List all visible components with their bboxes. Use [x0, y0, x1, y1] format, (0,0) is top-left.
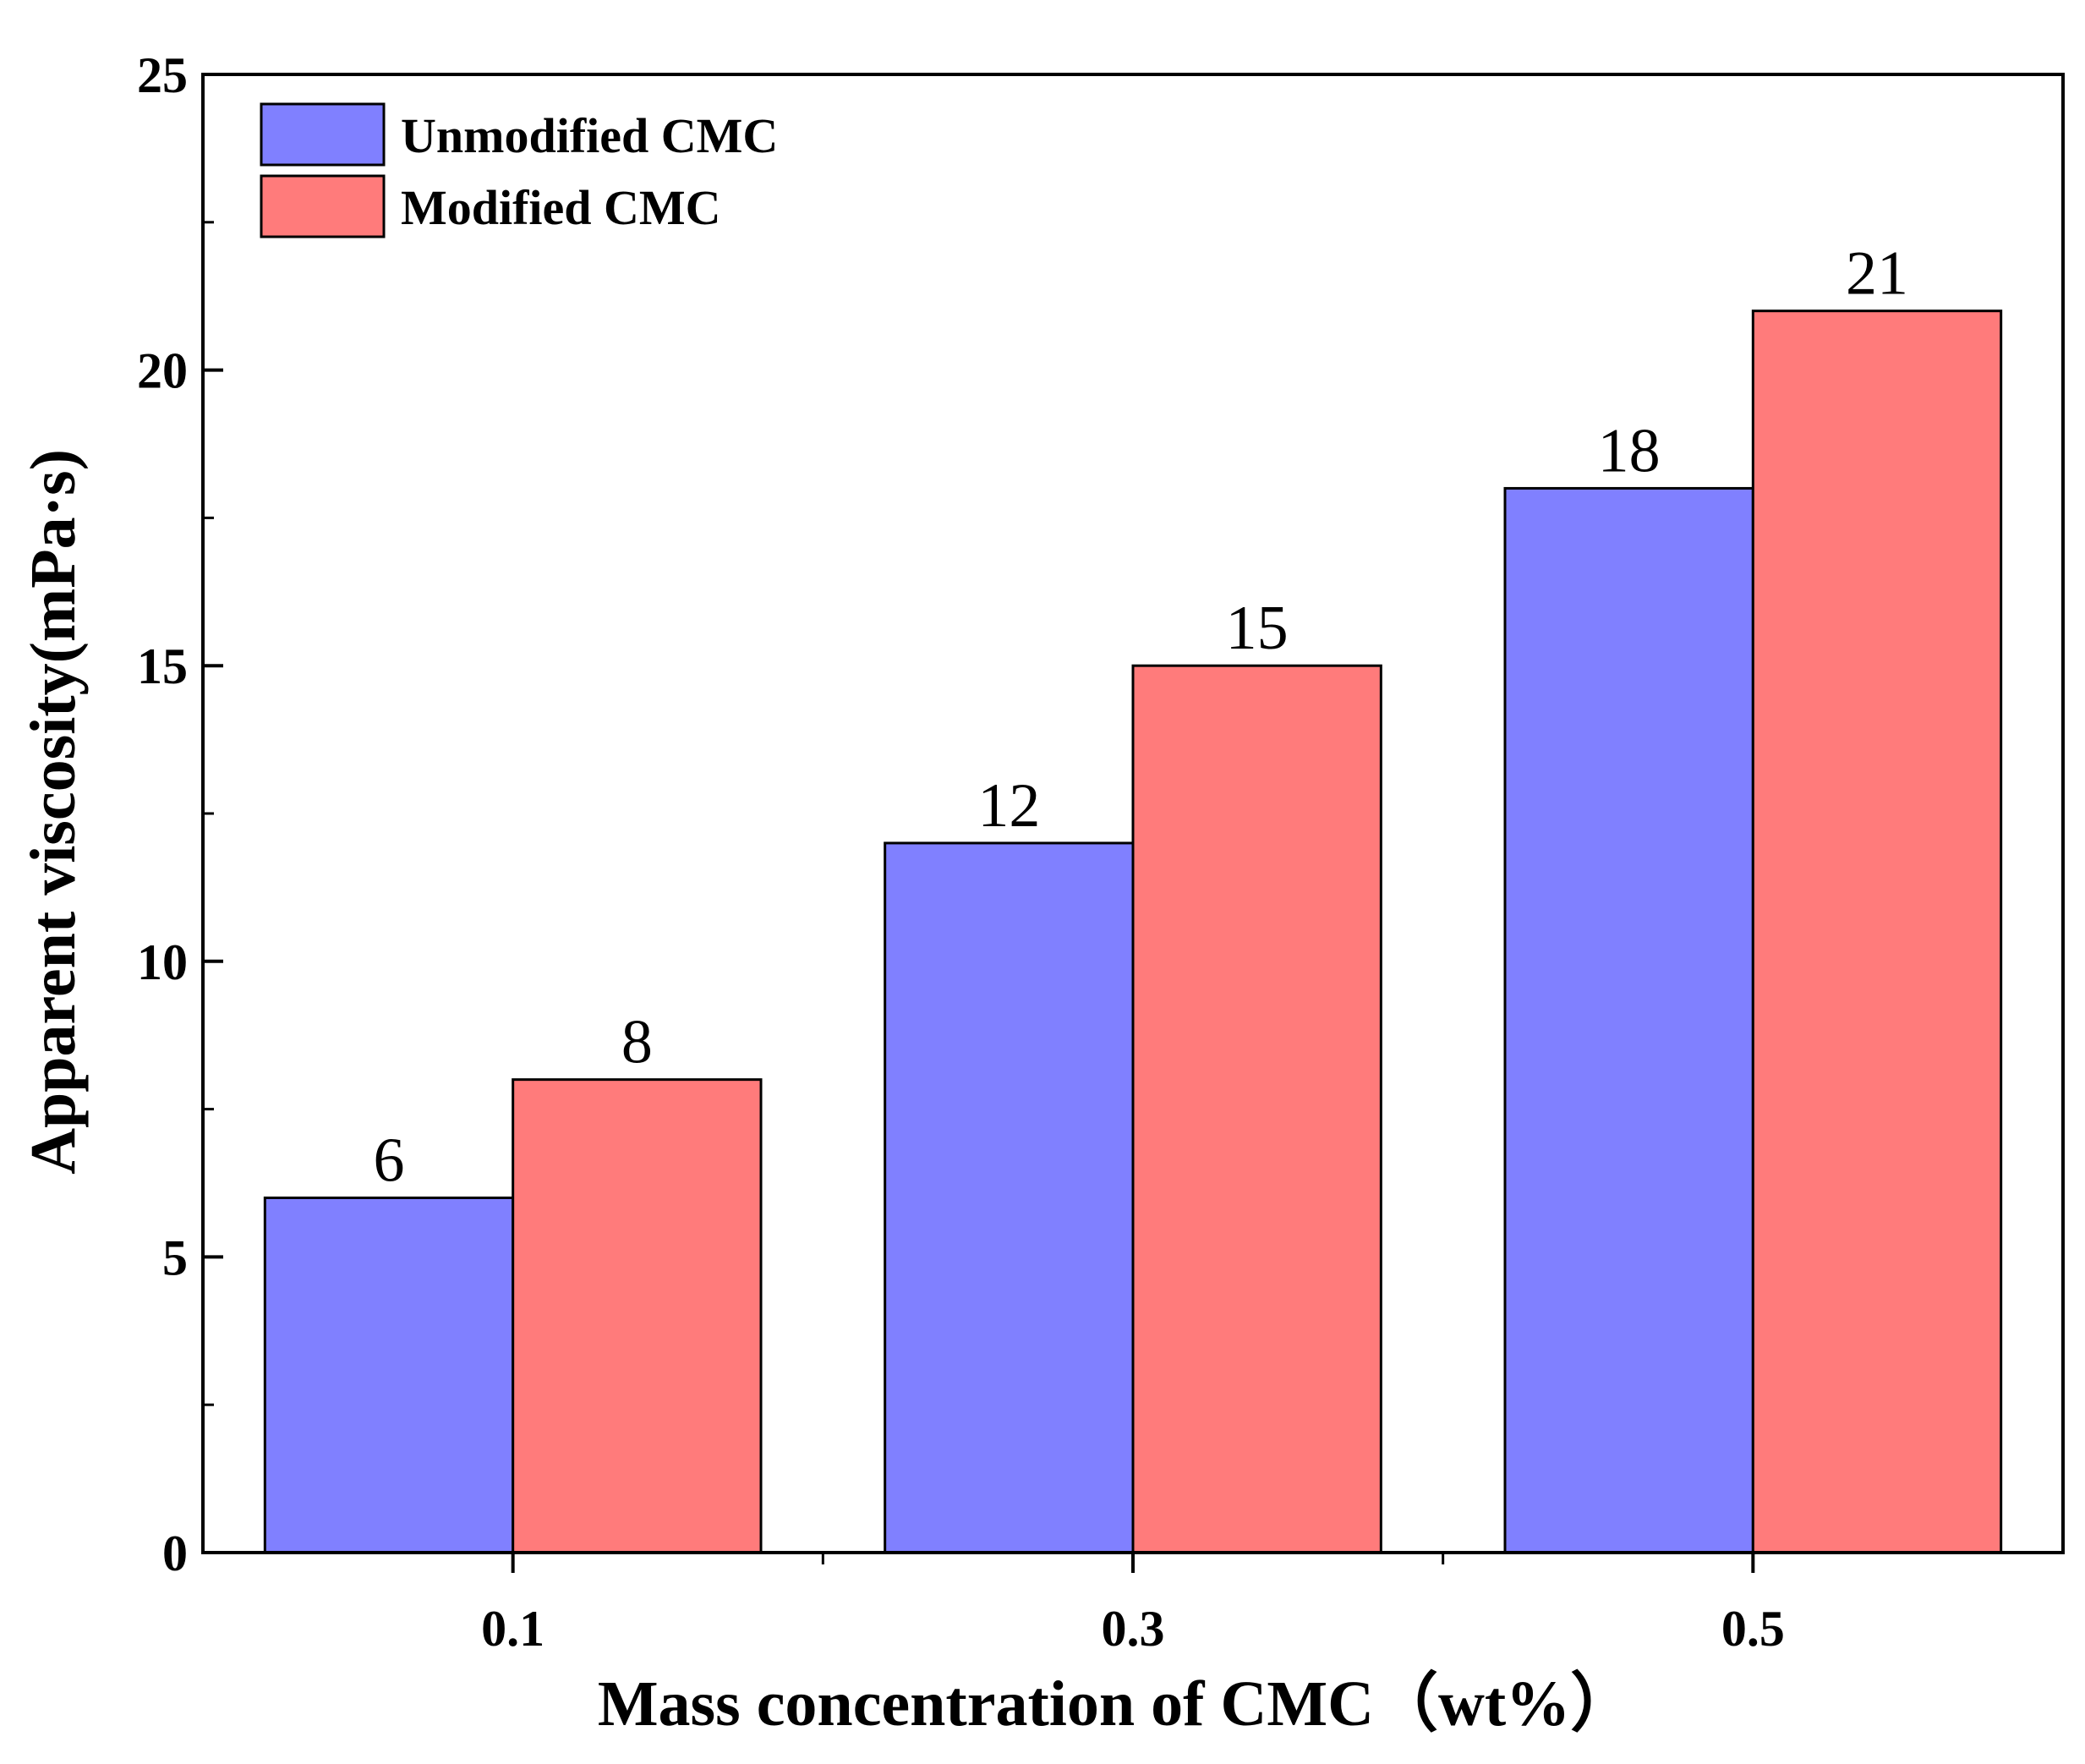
data-label-unmodified-cmc-0-3: 12	[977, 771, 1040, 841]
data-label-modified-cmc-0-5: 21	[1846, 239, 1908, 309]
data-labels-layer: 6 8 12 15 18 21	[374, 239, 1909, 1196]
data-label-unmodified-cmc-0-1: 6	[374, 1126, 405, 1195]
legend: Unmodified CMC Modified CMC	[260, 102, 778, 238]
legend-label-unmodified-cmc: Unmodified CMC	[401, 108, 778, 163]
y-tick-label: 25	[137, 47, 188, 103]
data-label-modified-cmc-0-1: 8	[621, 1008, 653, 1077]
y-tick-label: 20	[137, 343, 188, 399]
y-tick-label: 15	[137, 638, 188, 694]
legend-swatch-unmodified-cmc	[260, 102, 386, 167]
legend-swatch-modified-cmc	[260, 174, 386, 238]
bar-modified-cmc-0-1	[512, 1078, 763, 1554]
bar-unmodified-cmc-0-5	[1503, 486, 1754, 1554]
bar-modified-cmc-0-3	[1131, 664, 1382, 1554]
data-label-unmodified-cmc-0-5: 18	[1598, 416, 1661, 485]
x-axis-ticks: 0.1 0.3 0.5	[481, 1553, 1785, 1657]
data-label-modified-cmc-0-3: 15	[1226, 594, 1289, 663]
bars-layer	[263, 310, 2003, 1554]
y-axis-ticks: 0 5 10 15 20 25	[137, 47, 223, 1581]
bar-unmodified-cmc-0-3	[884, 841, 1135, 1554]
x-axis-title: Mass concentration of CMC（wt%）	[598, 1668, 1634, 1739]
y-tick-label: 5	[162, 1230, 188, 1285]
legend-label-modified-cmc: Modified CMC	[401, 180, 721, 235]
x-tick-label: 0.1	[481, 1601, 545, 1657]
x-tick-label: 0.5	[1721, 1601, 1785, 1657]
bar-modified-cmc-0-5	[1751, 310, 2003, 1554]
bar-unmodified-cmc-0-1	[263, 1196, 515, 1554]
y-tick-label: 10	[137, 934, 188, 990]
x-tick-label: 0.3	[1102, 1601, 1165, 1657]
y-tick-label: 0	[162, 1526, 188, 1581]
y-axis-title: Apparent viscosity(mPa·s)	[18, 449, 89, 1175]
